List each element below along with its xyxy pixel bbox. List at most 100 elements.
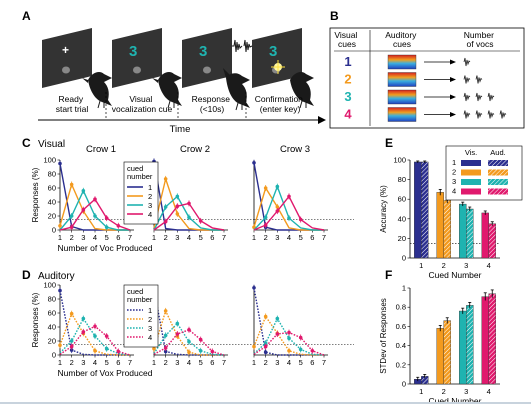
panel-c-label: C [22,136,31,150]
legend-swatch-aud [488,160,508,166]
x-tick-label: 1 [252,358,256,367]
y-tick-label: 0.4 [396,341,406,350]
spectrogram-icon [387,89,417,105]
x-tick-label: 2 [442,387,446,396]
x-tick-label: 4 [287,233,291,242]
x-tick-label: 2 [164,358,168,367]
screen-panel [112,28,162,88]
chart-F: 0 0.2 0.4 0.6 0.8 1 STDev of Responses Cued Num… [379,284,500,406]
stdev-chart: 0 0.2 0.4 0.6 0.8 1 STDev of Responses Cued Num… [379,284,500,406]
legend-label: 1 [148,306,152,315]
peck-target-icon [133,66,141,74]
screen-ready: + [42,28,92,88]
legend-swatch-aud [488,169,508,176]
voc-waveform-icon [475,92,483,102]
y-tick-label: 20 [48,212,56,221]
time-arrow-head [318,116,326,124]
panel-a: A + 3 3 3 [22,9,326,135]
y-tick-label: 60 [48,184,56,193]
voc-waveform-icon [487,92,495,102]
legend-swatch-vis [461,160,481,166]
bar-aud-1 [421,161,429,259]
y-axis-label: Accuracy (%) [379,185,388,233]
arrow-head [450,94,456,100]
time-label: Time [170,124,191,135]
legend-swatch-vis [461,188,481,195]
bar-vis-4 [481,212,489,259]
legend-label: 1 [148,183,152,192]
peck-target-icon [203,66,211,74]
x-tick-label: 5 [199,233,203,242]
panel-f: F 0 0.2 0.4 0.6 0.8 1 STDev of Responses Cued N… [379,268,500,406]
crow-icon [282,72,314,109]
y-tick-label: 100 [43,281,56,290]
y-tick-label: 80 [398,175,406,184]
voc-waveform-icon [499,110,507,119]
bar-vis-4 [481,296,489,385]
crow-icon [152,72,182,109]
x-tick-label: 1 [58,233,62,242]
header-auditory-cues: Auditory cues [385,30,419,49]
x-tick-label: 4 [487,261,491,270]
x-tick-label: 5 [299,233,303,242]
x-tick-label: 3 [275,358,279,367]
visual-cue-digit: 3 [344,89,351,104]
x-tick-label: 7 [222,358,226,367]
x-tick-label: 1 [252,233,256,242]
y-tick-label: 0 [402,254,406,263]
x-axis-label: Cued Number [429,396,482,406]
panel-b: B Visual cues Auditory cues Number of vo… [329,9,525,129]
legend-header-vis: Vis. [465,148,477,157]
x-tick-label: 6 [310,233,314,242]
x-tick-label: 3 [275,233,279,242]
y-tick-label: 100 [393,156,406,165]
x-tick-label: 2 [70,358,74,367]
bar-aud-4 [488,223,496,259]
x-tick-label: 4 [287,358,291,367]
legend-label: 1 [452,158,456,167]
series-line-1 [153,289,224,356]
visual-cue-digit: 2 [344,72,351,87]
legend-label: 2 [148,192,152,201]
screen-panel [252,28,302,88]
legend-label: 3 [148,324,152,333]
voc-waveform-icon [463,92,471,102]
chart-C-crow3: 1 2 3 4 5 6 7 Crow 3 [252,144,354,242]
x-tick-label: 1 [152,233,156,242]
y-tick-label: 40 [48,198,56,207]
legend-header-aud: Aud. [490,148,505,157]
y-tick-label: 80 [48,170,56,179]
step-caption: Ready start trial [56,94,89,114]
x-tick-label: 5 [105,233,109,242]
x-tick-label: 6 [116,233,120,242]
x-tick-label: 2 [164,233,168,242]
x-tick-label: 1 [419,261,423,270]
chart-title: Crow 1 [86,144,116,155]
x-tick-label: 2 [70,233,74,242]
y-tick-label: 60 [48,309,56,318]
y-tick-label: 20 [398,234,406,243]
legend-label: 3 [148,201,152,210]
x-tick-label: 4 [93,358,97,367]
x-tick-label: 3 [175,358,179,367]
y-axis-label: Responses (%) [31,292,40,347]
screen-cue: 3 [112,28,162,88]
legend-swatch-aud [488,179,508,185]
legend-swatch-vis [461,169,481,176]
bar-aud-2 [443,199,451,259]
modality-title: Auditory [38,271,75,282]
panel-d: D Auditory 1 2 3 4 5 6 7020406080100Responses … [22,268,354,378]
x-tick-label: 2 [442,261,446,270]
x-tick-label: 4 [187,358,191,367]
voc-waveform-icon [463,57,471,67]
bar-vis-1 [414,161,422,259]
svg-text:cued number: cued number [127,287,153,304]
